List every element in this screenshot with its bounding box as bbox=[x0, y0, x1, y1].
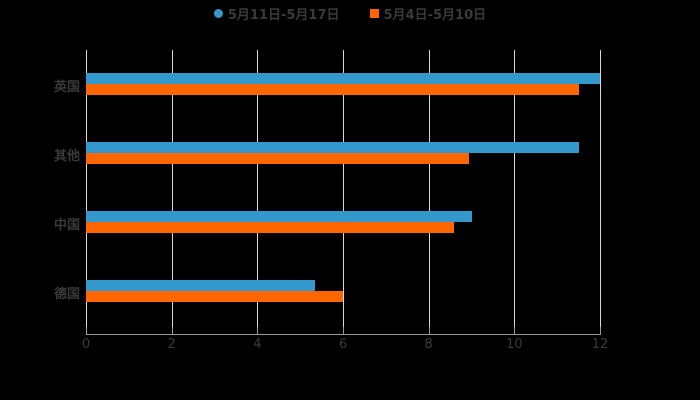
x-tick bbox=[428, 327, 430, 335]
gridline bbox=[343, 50, 344, 327]
legend-item-series-1[interactable]: 5月11日-5月17日 bbox=[213, 4, 340, 23]
gridline bbox=[514, 50, 516, 327]
gridline bbox=[86, 50, 87, 327]
x-tick bbox=[343, 327, 344, 335]
x-tick-label: 10 bbox=[506, 337, 523, 352]
legend-item-series-2[interactable]: 5月4日-5月10日 bbox=[369, 4, 487, 23]
bar[interactable] bbox=[86, 291, 343, 302]
y-category-label: 其他 bbox=[53, 149, 80, 164]
x-tick bbox=[171, 327, 173, 335]
bar[interactable] bbox=[86, 84, 579, 95]
x-tick bbox=[257, 327, 259, 335]
x-tick-label: 12 bbox=[591, 337, 609, 352]
chart-legend: 5月11日-5月17日 5月4日-5月10日 bbox=[0, 4, 700, 23]
y-category-label: 德国 bbox=[53, 287, 80, 302]
bar[interactable] bbox=[86, 222, 455, 233]
x-tick-label: 0 bbox=[81, 337, 91, 352]
y-category-label: 英国 bbox=[53, 80, 80, 95]
legend-label-series-1: 5月11日-5月17日 bbox=[227, 7, 340, 23]
gridline bbox=[257, 50, 259, 327]
x-tick-label: 4 bbox=[253, 337, 262, 352]
bar[interactable] bbox=[86, 142, 579, 153]
bar[interactable] bbox=[86, 280, 316, 291]
bar[interactable] bbox=[86, 211, 472, 222]
bar[interactable] bbox=[86, 73, 600, 84]
gridline bbox=[171, 50, 173, 327]
y-category-label: 中国 bbox=[53, 218, 80, 233]
gridline bbox=[600, 50, 601, 327]
x-tick bbox=[514, 327, 516, 335]
x-tick-label: 6 bbox=[338, 337, 348, 352]
legend-label-series-2: 5月4日-5月10日 bbox=[383, 7, 487, 23]
x-tick-label: 8 bbox=[424, 337, 433, 352]
gridline bbox=[428, 50, 430, 327]
legend-marker-series-1 bbox=[213, 8, 223, 18]
x-tick-label: 2 bbox=[167, 337, 176, 352]
x-tick bbox=[600, 327, 601, 335]
legend-marker-series-2 bbox=[369, 8, 379, 18]
x-tick bbox=[86, 327, 87, 335]
bar[interactable] bbox=[86, 153, 470, 164]
